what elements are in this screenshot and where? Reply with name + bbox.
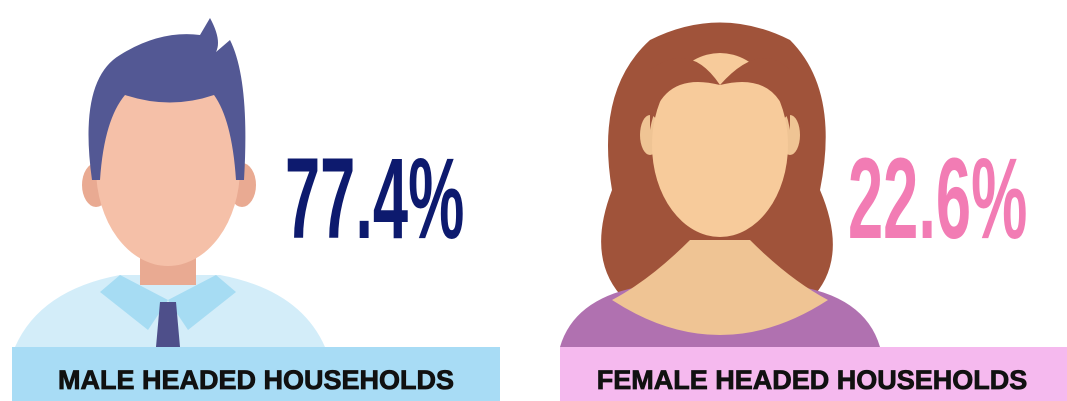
male-label: MALE HEADED HOUSEHOLDS bbox=[58, 365, 454, 395]
male-figure bbox=[15, 18, 325, 347]
male-percent: 77.4% bbox=[285, 134, 464, 263]
infographic: 77.4% 22.6% MALE HEADED HOUSEHOLDS FEMAL… bbox=[0, 0, 1067, 401]
female-percent: 22.6% bbox=[848, 134, 1027, 263]
female-figure bbox=[560, 23, 880, 348]
page: 77.4% 22.6% MALE HEADED HOUSEHOLDS FEMAL… bbox=[0, 0, 1067, 401]
female-label: FEMALE HEADED HOUSEHOLDS bbox=[597, 365, 1028, 395]
